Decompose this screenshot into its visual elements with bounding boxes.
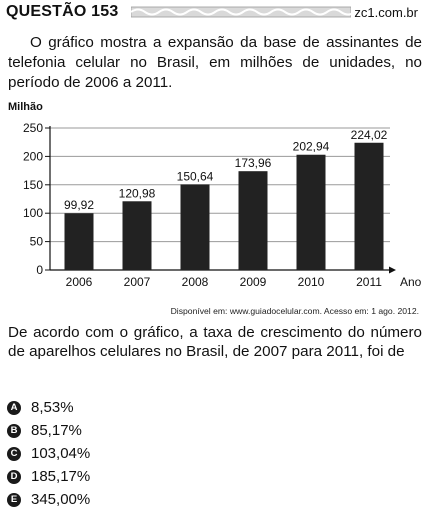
x-tick-label: 2009 — [240, 275, 267, 289]
y-tick-label: 250 — [23, 121, 43, 135]
option-text: 8,53% — [31, 399, 74, 416]
question-number: QUESTÃO 153 — [6, 3, 119, 20]
x-tick-label: 2011 — [356, 275, 382, 289]
x-tick-label: 2007 — [124, 275, 151, 289]
x-axis-arrow-icon — [389, 266, 396, 274]
chart-svg: Milhão 0 50 100 150 200 250 99,92 2006 120,98 2007… — [8, 101, 422, 289]
y-tick-label: 150 — [23, 178, 43, 192]
source-citation: Disponível em: www.guiadocelular.com. Ac… — [170, 306, 419, 316]
option-e[interactable]: E 345,00% — [7, 491, 307, 514]
x-tick-label: 2008 — [182, 275, 209, 289]
bar-2008 — [180, 184, 210, 270]
y-axis-label: Milhão — [8, 101, 43, 113]
x-axis-label: Ano — [400, 275, 422, 289]
option-d[interactable]: D 185,17% — [7, 468, 307, 491]
bar-value-label: 99,92 — [64, 198, 94, 212]
question-header: QUESTÃO 153 zc1.com.br — [6, 3, 420, 21]
option-text: 103,04% — [31, 445, 91, 462]
option-a[interactable]: A 8,53% — [7, 399, 307, 422]
site-url: zc1.com.br — [354, 5, 418, 20]
option-text: 345,00% — [31, 491, 91, 508]
option-letter-icon: B — [7, 424, 21, 438]
y-tick-label: 200 — [23, 149, 43, 163]
answer-options: A 8,53% B 85,17% C 103,04% D 185,17% E 345,00% — [7, 399, 307, 514]
bar-2007 — [122, 201, 152, 270]
intro-paragraph: O gráfico mostra a expansão da base de a… — [8, 33, 422, 93]
x-tick-label: 2010 — [298, 275, 325, 289]
decorative-wave-icon — [131, 6, 351, 18]
option-letter-icon: C — [7, 447, 21, 461]
bar-chart: Milhão 0 50 100 150 200 250 99,92 2006 120,98 2007… — [0, 98, 425, 298]
option-letter-icon: E — [7, 493, 21, 507]
y-tick-label: 100 — [23, 206, 43, 220]
option-c[interactable]: C 103,04% — [7, 445, 307, 468]
bar-value-label: 224,02 — [351, 128, 388, 142]
bar-2009 — [238, 171, 268, 270]
x-tick-label: 2006 — [66, 275, 93, 289]
question-text: De acordo com o gráfico, a taxa de cresc… — [8, 324, 422, 360]
y-tick-label: 50 — [30, 235, 44, 249]
bar-2006 — [64, 213, 94, 270]
option-letter-icon: A — [7, 401, 21, 415]
bar-value-label: 173,96 — [235, 156, 272, 170]
intro-text: O gráfico mostra a expansão da base de a… — [8, 34, 422, 91]
option-letter-icon: D — [7, 470, 21, 484]
bar-2011 — [354, 142, 384, 270]
bar-value-label: 120,98 — [119, 186, 156, 200]
option-text: 85,17% — [31, 422, 82, 439]
bar-value-label: 202,94 — [293, 140, 330, 154]
y-tick-label: 0 — [36, 263, 43, 277]
bar-2010 — [296, 154, 326, 270]
option-text: 185,17% — [31, 468, 91, 485]
option-b[interactable]: B 85,17% — [7, 422, 307, 445]
bar-value-label: 150,64 — [177, 169, 214, 183]
